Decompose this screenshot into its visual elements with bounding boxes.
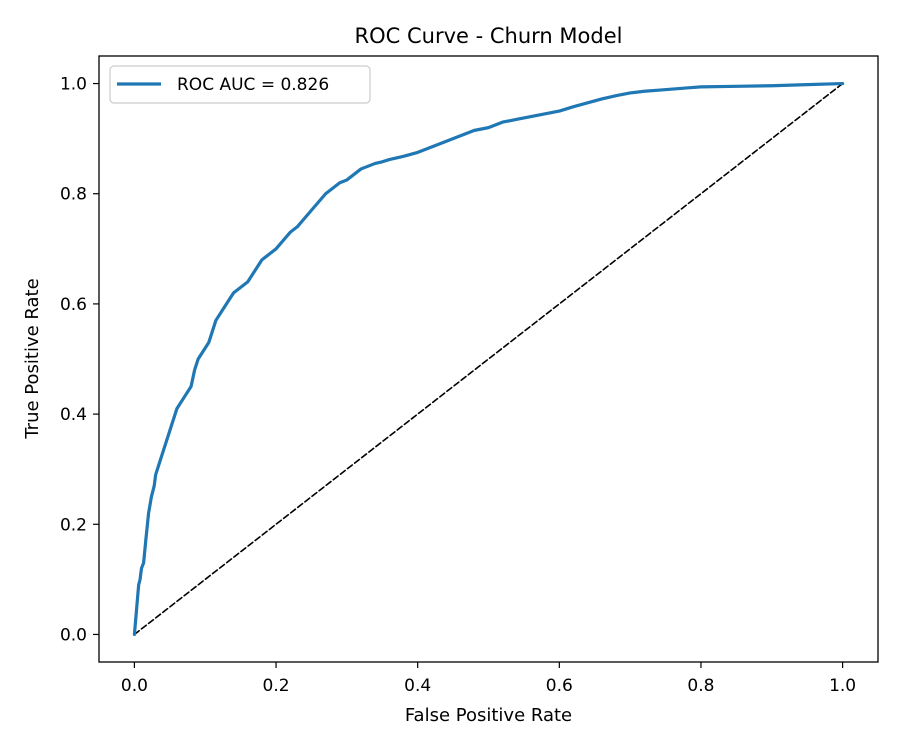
- legend-entry-roc-auc: ROC AUC = 0.826: [177, 75, 329, 95]
- y-tick-label: 0.8: [60, 185, 87, 205]
- plot-frame: [98, 55, 879, 663]
- y-tick-label: 1.0: [60, 75, 87, 95]
- y-tick-label: 0.0: [60, 625, 87, 645]
- y-axis-label: True Positive Rate: [22, 278, 43, 439]
- x-tick-label: 0.2: [263, 676, 290, 696]
- x-tick-label: 0.6: [546, 676, 573, 696]
- reference-diagonal-line: [133, 82, 844, 636]
- x-tick-label: 1.0: [829, 676, 856, 696]
- x-axis-label: False Positive Rate: [405, 705, 572, 726]
- x-tick-label: 0.4: [404, 676, 431, 696]
- y-tick-label: 0.2: [60, 515, 87, 535]
- chart-title: ROC Curve - Churn Model: [355, 24, 623, 48]
- legend-box: [109, 65, 371, 104]
- y-tick-label: 0.4: [60, 405, 87, 425]
- roc-curve-line: [132, 81, 845, 637]
- legend: ROC AUC = 0.826: [109, 65, 371, 104]
- x-tick-label: 0.0: [121, 676, 148, 696]
- x-tick-label: 0.8: [687, 676, 714, 696]
- y-tick-label: 0.6: [60, 295, 87, 315]
- plot-area: 0.0 0.2 0.4 0.6 0.8 1.0 0.0 0.2 0.4 0.6 0.8 1.0: [60, 55, 879, 696]
